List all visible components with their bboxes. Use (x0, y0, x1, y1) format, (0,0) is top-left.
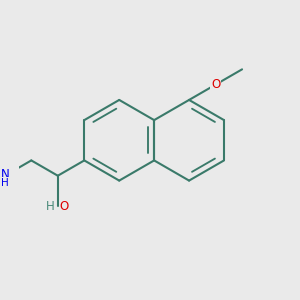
Text: N: N (0, 168, 9, 181)
Text: O: O (59, 200, 68, 213)
Text: H: H (46, 200, 55, 213)
Text: H: H (1, 178, 9, 188)
Text: O: O (211, 78, 220, 91)
